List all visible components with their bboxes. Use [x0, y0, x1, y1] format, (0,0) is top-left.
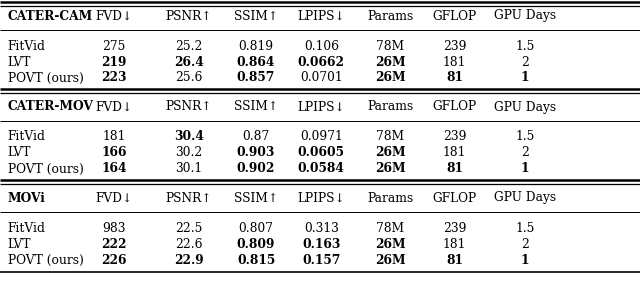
Text: 166: 166 — [101, 146, 127, 159]
Text: LPIPS↓: LPIPS↓ — [298, 191, 345, 205]
Text: 30.1: 30.1 — [175, 162, 202, 175]
Text: 22.5: 22.5 — [175, 221, 202, 235]
Text: 2: 2 — [521, 146, 529, 159]
Text: PSNR↑: PSNR↑ — [166, 191, 212, 205]
Text: FVD↓: FVD↓ — [95, 10, 132, 22]
Text: 2: 2 — [521, 56, 529, 68]
Text: SSIM↑: SSIM↑ — [234, 10, 278, 22]
Text: 0.0971: 0.0971 — [300, 130, 342, 143]
Text: 26M: 26M — [375, 56, 406, 68]
Text: FitVid: FitVid — [8, 130, 45, 143]
Text: 239: 239 — [443, 221, 466, 235]
Text: 181: 181 — [443, 237, 466, 251]
Text: 1: 1 — [520, 162, 529, 175]
Text: 0.819: 0.819 — [239, 40, 273, 52]
Text: 0.0701: 0.0701 — [300, 72, 342, 84]
Text: LVT: LVT — [8, 56, 31, 68]
Text: 22.9: 22.9 — [174, 253, 204, 267]
Text: PSNR↑: PSNR↑ — [166, 100, 212, 113]
Text: 0.864: 0.864 — [237, 56, 275, 68]
Text: PSNR↑: PSNR↑ — [166, 10, 212, 22]
Text: 26M: 26M — [375, 237, 406, 251]
Text: GPU Days: GPU Days — [493, 191, 556, 205]
Text: 2: 2 — [521, 237, 529, 251]
Text: 26M: 26M — [375, 162, 406, 175]
Text: GPU Days: GPU Days — [493, 10, 556, 22]
Text: FitVid: FitVid — [8, 221, 45, 235]
Text: 81: 81 — [446, 253, 463, 267]
Text: FVD↓: FVD↓ — [95, 191, 132, 205]
Text: FitVid: FitVid — [8, 40, 45, 52]
Text: 0.0662: 0.0662 — [298, 56, 345, 68]
Text: 0.815: 0.815 — [237, 253, 275, 267]
Text: 1: 1 — [520, 72, 529, 84]
Text: 81: 81 — [446, 162, 463, 175]
Text: GFLOP: GFLOP — [433, 10, 476, 22]
Text: POVT (ours): POVT (ours) — [8, 72, 84, 84]
Text: 22.6: 22.6 — [175, 237, 202, 251]
Text: 81: 81 — [446, 72, 463, 84]
Text: 25.2: 25.2 — [175, 40, 202, 52]
Text: SSIM↑: SSIM↑ — [234, 191, 278, 205]
Text: 26M: 26M — [375, 253, 406, 267]
Text: LPIPS↓: LPIPS↓ — [298, 100, 345, 113]
Text: 275: 275 — [102, 40, 125, 52]
Text: GFLOP: GFLOP — [433, 100, 476, 113]
Text: 25.6: 25.6 — [175, 72, 202, 84]
Text: MOVi: MOVi — [8, 191, 45, 205]
Text: 0.106: 0.106 — [304, 40, 339, 52]
Text: 78M: 78M — [376, 221, 404, 235]
Text: SSIM↑: SSIM↑ — [234, 100, 278, 113]
Text: 0.157: 0.157 — [302, 253, 340, 267]
Text: 78M: 78M — [376, 130, 404, 143]
Text: GFLOP: GFLOP — [433, 191, 476, 205]
Text: 0.163: 0.163 — [302, 237, 340, 251]
Text: 222: 222 — [101, 237, 127, 251]
Text: 0.0605: 0.0605 — [298, 146, 345, 159]
Text: 78M: 78M — [376, 40, 404, 52]
Text: 1.5: 1.5 — [515, 130, 534, 143]
Text: 30.2: 30.2 — [175, 146, 202, 159]
Text: 223: 223 — [101, 72, 127, 84]
Text: 0.313: 0.313 — [304, 221, 339, 235]
Text: 26M: 26M — [375, 146, 406, 159]
Text: LVT: LVT — [8, 237, 31, 251]
Text: LVT: LVT — [8, 146, 31, 159]
Text: Params: Params — [367, 100, 413, 113]
Text: 239: 239 — [443, 40, 466, 52]
Text: Params: Params — [367, 191, 413, 205]
Text: POVT (ours): POVT (ours) — [8, 253, 84, 267]
Text: 30.4: 30.4 — [174, 130, 204, 143]
Text: CATER-CAM: CATER-CAM — [8, 10, 93, 22]
Text: GPU Days: GPU Days — [493, 100, 556, 113]
Text: 181: 181 — [443, 146, 466, 159]
Text: 0.809: 0.809 — [237, 237, 275, 251]
Text: FVD↓: FVD↓ — [95, 100, 132, 113]
Text: 226: 226 — [101, 253, 127, 267]
Text: 1: 1 — [520, 253, 529, 267]
Text: 181: 181 — [443, 56, 466, 68]
Text: 219: 219 — [101, 56, 127, 68]
Text: 26.4: 26.4 — [174, 56, 204, 68]
Text: POVT (ours): POVT (ours) — [8, 162, 84, 175]
Text: 0.902: 0.902 — [237, 162, 275, 175]
Text: Params: Params — [367, 10, 413, 22]
Text: 983: 983 — [102, 221, 125, 235]
Text: 239: 239 — [443, 130, 466, 143]
Text: 1.5: 1.5 — [515, 40, 534, 52]
Text: 0.857: 0.857 — [237, 72, 275, 84]
Text: 181: 181 — [102, 130, 125, 143]
Text: 164: 164 — [101, 162, 127, 175]
Text: LPIPS↓: LPIPS↓ — [298, 10, 345, 22]
Text: 0.0584: 0.0584 — [298, 162, 345, 175]
Text: CATER-MOV: CATER-MOV — [8, 100, 93, 113]
Text: 0.903: 0.903 — [237, 146, 275, 159]
Text: 26M: 26M — [375, 72, 406, 84]
Text: 0.87: 0.87 — [243, 130, 269, 143]
Text: 0.807: 0.807 — [239, 221, 273, 235]
Text: 1.5: 1.5 — [515, 221, 534, 235]
